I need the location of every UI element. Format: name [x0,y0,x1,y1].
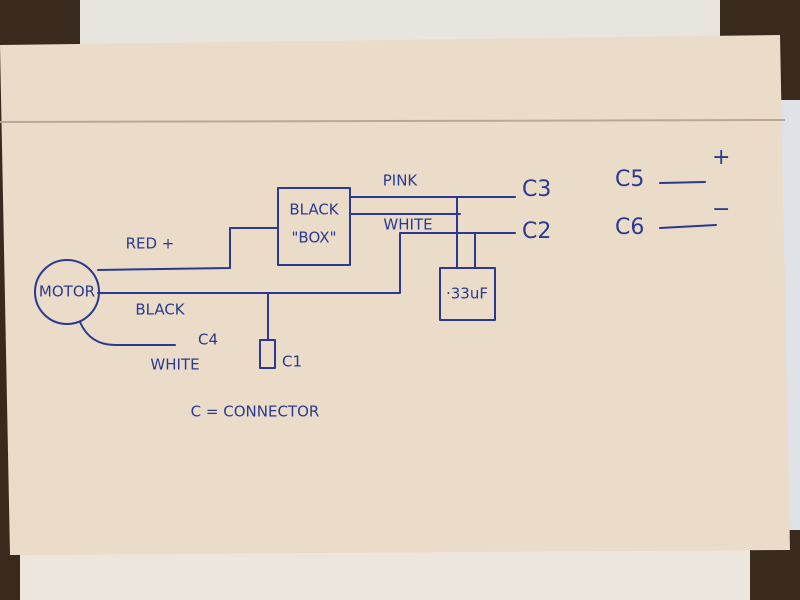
black-wire [97,232,401,294]
wire-label: PINK [383,172,419,190]
fold-line [0,119,786,123]
diagram: MOTOR RED + BLACK "BOX" BLACK WHITE C4 P… [34,145,730,421]
box-label: "BOX" [292,229,337,247]
c5-line [659,181,706,184]
connector-label: C6 [615,215,644,240]
motor-label: MOTOR [39,283,95,301]
connector-label: C5 [615,167,644,192]
red-wire [97,227,279,271]
c6-line [659,224,717,229]
connector-label: C1 [282,353,302,371]
white-wire [79,321,176,346]
legend: C = CONNECTOR [191,403,320,421]
black-box [277,187,351,266]
capacitor-label: ·33uF [446,285,488,303]
capacitor [439,267,496,321]
box-label: BLACK [289,201,339,219]
wire-label: RED + [126,235,175,253]
connector-sign: + [712,145,730,170]
wire-label: WHITE [383,216,432,234]
wire-label: BLACK [135,301,185,319]
connector-label: C2 [522,219,551,244]
wire-label: WHITE [150,356,199,374]
paper [0,35,790,555]
connector-sign: − [712,197,730,222]
cap-leads [456,196,476,269]
connector [259,339,276,369]
connector-label: C3 [522,177,551,202]
connector-label: C4 [198,331,218,349]
